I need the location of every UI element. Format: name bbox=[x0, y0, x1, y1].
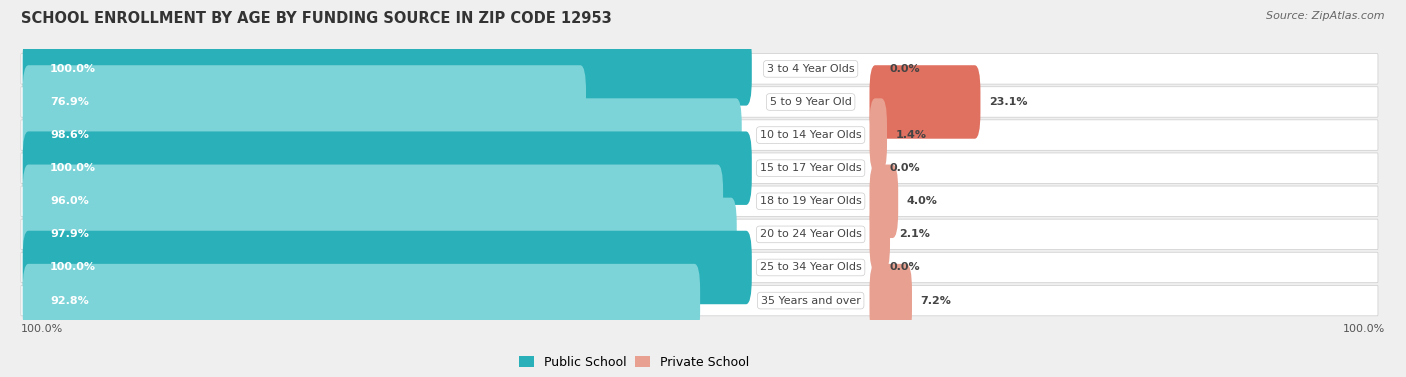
FancyBboxPatch shape bbox=[869, 98, 887, 172]
Text: Source: ZipAtlas.com: Source: ZipAtlas.com bbox=[1267, 11, 1385, 21]
FancyBboxPatch shape bbox=[22, 231, 752, 304]
Text: 100.0%: 100.0% bbox=[51, 163, 96, 173]
FancyBboxPatch shape bbox=[869, 164, 898, 238]
Text: 20 to 24 Year Olds: 20 to 24 Year Olds bbox=[759, 229, 862, 239]
Text: 4.0%: 4.0% bbox=[907, 196, 938, 206]
Text: 5 to 9 Year Old: 5 to 9 Year Old bbox=[769, 97, 852, 107]
FancyBboxPatch shape bbox=[21, 54, 1378, 84]
Text: 23.1%: 23.1% bbox=[988, 97, 1028, 107]
Text: 92.8%: 92.8% bbox=[51, 296, 89, 306]
FancyBboxPatch shape bbox=[22, 65, 586, 139]
Legend: Public School, Private School: Public School, Private School bbox=[515, 351, 754, 374]
FancyBboxPatch shape bbox=[869, 264, 912, 337]
FancyBboxPatch shape bbox=[22, 32, 752, 106]
Text: 25 to 34 Year Olds: 25 to 34 Year Olds bbox=[759, 262, 862, 273]
FancyBboxPatch shape bbox=[21, 153, 1378, 183]
Text: 76.9%: 76.9% bbox=[51, 97, 89, 107]
Text: 18 to 19 Year Olds: 18 to 19 Year Olds bbox=[759, 196, 862, 206]
FancyBboxPatch shape bbox=[22, 264, 700, 337]
Text: 0.0%: 0.0% bbox=[890, 163, 920, 173]
Text: 97.9%: 97.9% bbox=[51, 229, 89, 239]
Text: 100.0%: 100.0% bbox=[1343, 324, 1385, 334]
FancyBboxPatch shape bbox=[22, 98, 742, 172]
Text: 3 to 4 Year Olds: 3 to 4 Year Olds bbox=[766, 64, 855, 74]
Text: 35 Years and over: 35 Years and over bbox=[761, 296, 860, 306]
FancyBboxPatch shape bbox=[869, 198, 890, 271]
FancyBboxPatch shape bbox=[21, 219, 1378, 250]
FancyBboxPatch shape bbox=[21, 285, 1378, 316]
FancyBboxPatch shape bbox=[21, 186, 1378, 216]
Text: 100.0%: 100.0% bbox=[51, 262, 96, 273]
Text: 7.2%: 7.2% bbox=[921, 296, 952, 306]
Text: 2.1%: 2.1% bbox=[898, 229, 929, 239]
Text: 100.0%: 100.0% bbox=[21, 324, 63, 334]
FancyBboxPatch shape bbox=[22, 164, 723, 238]
Text: SCHOOL ENROLLMENT BY AGE BY FUNDING SOURCE IN ZIP CODE 12953: SCHOOL ENROLLMENT BY AGE BY FUNDING SOUR… bbox=[21, 11, 612, 26]
Text: 0.0%: 0.0% bbox=[890, 64, 920, 74]
FancyBboxPatch shape bbox=[22, 132, 752, 205]
Text: 0.0%: 0.0% bbox=[890, 262, 920, 273]
Text: 96.0%: 96.0% bbox=[51, 196, 89, 206]
FancyBboxPatch shape bbox=[21, 87, 1378, 117]
Text: 10 to 14 Year Olds: 10 to 14 Year Olds bbox=[759, 130, 862, 140]
FancyBboxPatch shape bbox=[21, 120, 1378, 150]
Text: 100.0%: 100.0% bbox=[51, 64, 96, 74]
Text: 15 to 17 Year Olds: 15 to 17 Year Olds bbox=[759, 163, 862, 173]
Text: 98.6%: 98.6% bbox=[51, 130, 89, 140]
FancyBboxPatch shape bbox=[869, 65, 980, 139]
FancyBboxPatch shape bbox=[22, 198, 737, 271]
Text: 1.4%: 1.4% bbox=[896, 130, 927, 140]
FancyBboxPatch shape bbox=[21, 252, 1378, 283]
